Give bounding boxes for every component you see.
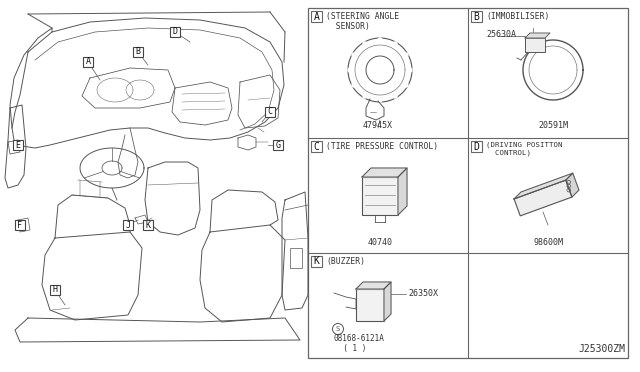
Circle shape — [404, 83, 408, 87]
Text: S: S — [336, 326, 340, 332]
Text: B: B — [136, 48, 141, 57]
Text: K: K — [314, 257, 319, 266]
Text: 47945X: 47945X — [363, 121, 393, 130]
FancyBboxPatch shape — [290, 248, 302, 268]
Circle shape — [363, 94, 367, 98]
Text: A: A — [314, 12, 319, 22]
Bar — [143, 220, 153, 230]
Bar — [83, 57, 93, 67]
Polygon shape — [525, 33, 550, 38]
Bar — [308, 8, 628, 358]
Text: G: G — [275, 141, 280, 150]
Text: A: A — [86, 58, 90, 67]
Text: F: F — [17, 221, 22, 230]
Text: (STEERING ANGLE
  SENSOR): (STEERING ANGLE SENSOR) — [326, 12, 399, 31]
Circle shape — [352, 53, 356, 57]
Bar — [471, 11, 482, 22]
Polygon shape — [398, 168, 407, 215]
Text: J25300ZM: J25300ZM — [578, 344, 625, 354]
Circle shape — [378, 98, 382, 102]
Polygon shape — [514, 180, 572, 216]
Circle shape — [408, 68, 412, 72]
Bar — [13, 140, 23, 150]
Circle shape — [352, 83, 356, 87]
Text: 26350X: 26350X — [408, 289, 438, 298]
Bar — [15, 220, 25, 230]
Polygon shape — [566, 173, 579, 197]
Polygon shape — [384, 282, 391, 321]
Circle shape — [393, 94, 397, 98]
Text: 40740: 40740 — [367, 238, 392, 247]
Circle shape — [348, 68, 352, 72]
Text: D: D — [173, 28, 177, 36]
Text: C: C — [268, 108, 273, 116]
Text: B: B — [474, 12, 479, 22]
Bar — [50, 285, 60, 295]
Text: 25630A: 25630A — [486, 30, 516, 39]
Polygon shape — [356, 282, 391, 289]
Bar — [311, 11, 322, 22]
Bar — [273, 140, 283, 150]
Text: D: D — [474, 141, 479, 151]
Text: E: E — [15, 141, 20, 150]
Text: H: H — [52, 285, 58, 295]
Bar — [471, 141, 482, 152]
FancyBboxPatch shape — [525, 38, 545, 52]
Bar — [265, 107, 275, 117]
Bar — [170, 27, 180, 37]
Bar — [123, 220, 133, 230]
Bar — [133, 47, 143, 57]
Text: 98600M: 98600M — [533, 238, 563, 247]
Bar — [311, 141, 322, 152]
Polygon shape — [362, 168, 407, 177]
Text: K: K — [145, 221, 150, 230]
Bar — [356, 289, 384, 321]
Text: C: C — [314, 141, 319, 151]
Text: J: J — [125, 221, 131, 230]
Bar — [311, 256, 322, 267]
Text: (IMMOBILISER): (IMMOBILISER) — [486, 12, 549, 21]
Circle shape — [393, 42, 397, 46]
Bar — [362, 177, 398, 215]
Text: (TIRE PRESSURE CONTROL): (TIRE PRESSURE CONTROL) — [326, 142, 438, 151]
Text: (DRIVING POSITTON
  CONTROL): (DRIVING POSITTON CONTROL) — [486, 142, 563, 156]
Circle shape — [378, 38, 382, 42]
Circle shape — [363, 42, 367, 46]
Text: 20591M: 20591M — [538, 121, 568, 130]
Polygon shape — [514, 173, 573, 199]
Circle shape — [404, 53, 408, 57]
Text: 08168-6121A
  ( 1 ): 08168-6121A ( 1 ) — [334, 334, 385, 353]
Text: (BUZZER): (BUZZER) — [326, 257, 365, 266]
